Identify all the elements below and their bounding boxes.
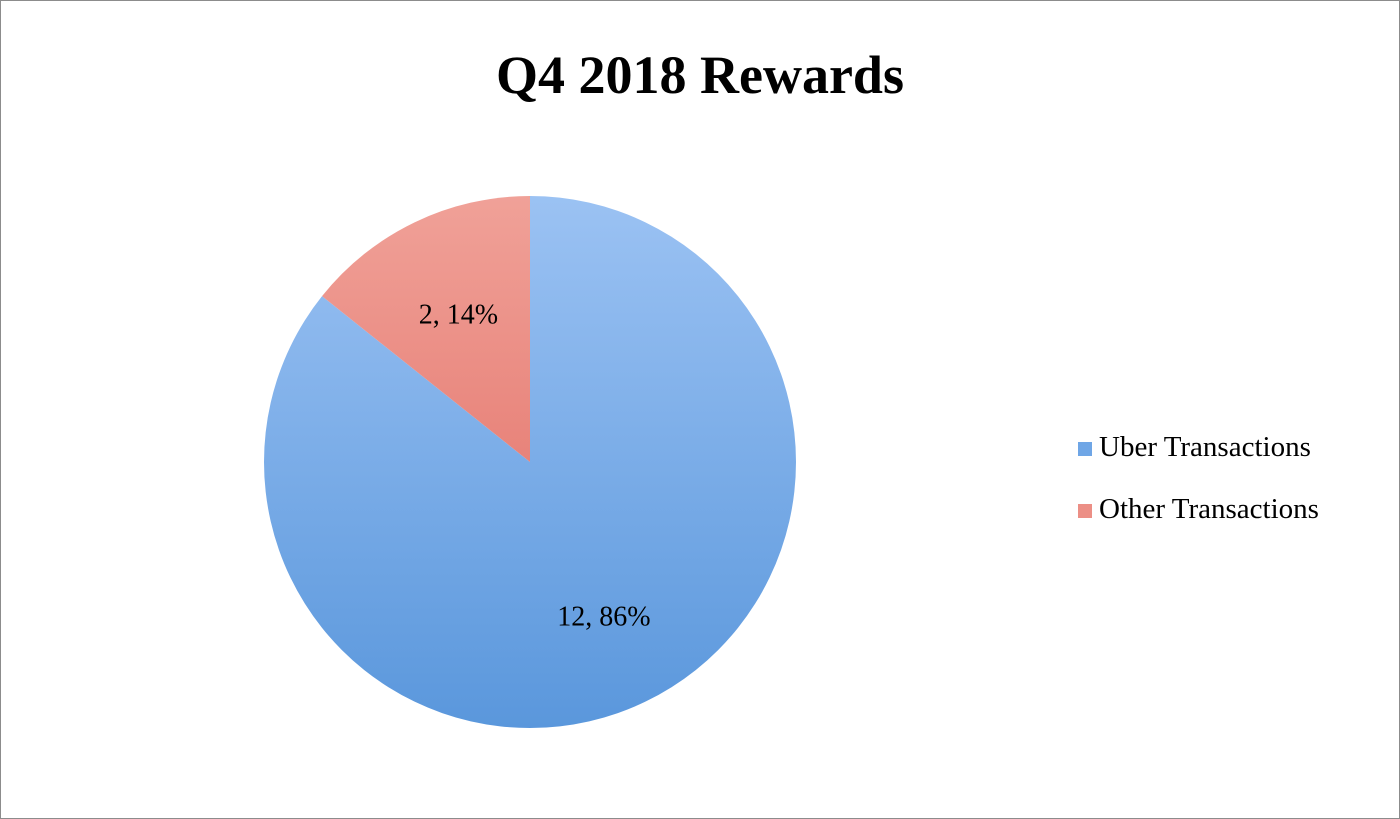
legend-swatch-other: [1078, 504, 1092, 518]
pie-slice-other: [322, 196, 530, 462]
legend-item-other: Other Transactions: [1078, 478, 1319, 540]
slice-label-uber: 12, 86%: [557, 601, 650, 632]
slice-label-other: 2, 14%: [419, 299, 498, 330]
legend-swatch-uber: [1078, 442, 1092, 456]
legend-label-other: Other Transactions: [1099, 492, 1319, 525]
legend-item-uber: Uber Transactions: [1078, 416, 1319, 478]
chart-legend: Uber Transactions Other Transactions: [1078, 416, 1319, 540]
legend-label-uber: Uber Transactions: [1099, 430, 1311, 463]
chart-title: Q4 2018 Rewards: [496, 45, 904, 105]
pie-slice-uber: [264, 196, 797, 729]
